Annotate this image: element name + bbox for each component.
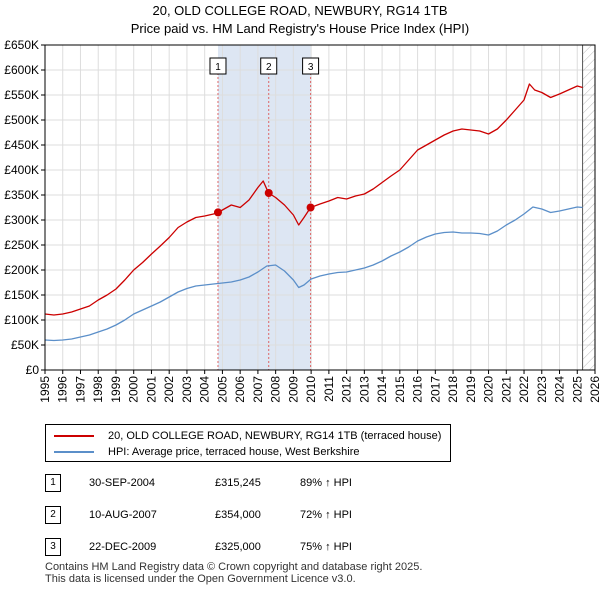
sale-marker-label: 1 bbox=[215, 62, 221, 73]
x-tick-label: 2011 bbox=[322, 376, 336, 402]
y-tick-label: £400K bbox=[4, 163, 39, 177]
sale-hpi-change: 75% ↑ HPI bbox=[300, 541, 352, 553]
sale-marker-label: 3 bbox=[308, 62, 314, 73]
chart-subtitle: Price paid vs. HM Land Registry's House … bbox=[130, 21, 470, 36]
y-tick-label: £600K bbox=[4, 63, 39, 77]
x-tick-label: 2013 bbox=[357, 376, 371, 403]
y-tick-label: £300K bbox=[4, 213, 39, 227]
y-tick-label: £0 bbox=[26, 363, 40, 377]
footer: Contains HM Land Registry data © Crown c… bbox=[45, 561, 422, 585]
y-tick-label: £650K bbox=[4, 38, 39, 52]
sale-marker-box bbox=[260, 57, 278, 75]
x-tick-label: 2023 bbox=[535, 376, 549, 403]
sale-marker-badge: 3 bbox=[45, 538, 61, 556]
x-tick-label: 2003 bbox=[180, 376, 194, 403]
x-tick-label: 1995 bbox=[38, 376, 52, 403]
legend-label-property: 20, OLD COLLEGE ROAD, NEWBURY, RG14 1TB … bbox=[108, 430, 442, 442]
plot-frame bbox=[44, 44, 596, 371]
sale-marker-badge: 1 bbox=[45, 474, 61, 492]
y-tick-label: £350K bbox=[4, 188, 39, 202]
table-row: 3 22-DEC-2009 £325,000 75% ↑ HPI bbox=[45, 538, 585, 558]
sale-price: £354,000 bbox=[215, 509, 261, 521]
x-tick-label: 2022 bbox=[517, 376, 531, 403]
sale-date: 30-SEP-2004 bbox=[89, 477, 156, 489]
plot-background bbox=[45, 45, 595, 370]
x-tick-label: 2002 bbox=[162, 376, 176, 403]
future-hatch bbox=[582, 45, 595, 370]
x-tick-label: 2014 bbox=[375, 376, 389, 403]
table-row: 1 30-SEP-2004 £315,245 89% ↑ HPI bbox=[45, 474, 585, 494]
y-tick-label: £100K bbox=[4, 313, 39, 327]
x-tick-label: 2024 bbox=[553, 376, 567, 403]
x-tick-label: 1998 bbox=[91, 376, 105, 403]
legend: 20, OLD COLLEGE ROAD, NEWBURY, RG14 1TB … bbox=[45, 424, 451, 462]
x-tick-label: 2026 bbox=[588, 376, 600, 403]
x-tick-label: 2007 bbox=[251, 376, 265, 403]
x-tick-label: 2015 bbox=[393, 376, 407, 403]
x-tick-label: 1996 bbox=[56, 376, 70, 403]
footer-license: This data is licensed under the Open Gov… bbox=[45, 573, 356, 585]
hpi-line bbox=[44, 206, 583, 342]
y-tick-label: £200K bbox=[4, 263, 39, 277]
sale-marker-badge: 2 bbox=[45, 506, 61, 524]
chart-title: 20, OLD COLLEGE ROAD, NEWBURY, RG14 1TB bbox=[152, 3, 448, 18]
x-tick-label: 2010 bbox=[304, 376, 318, 403]
x-tick-label: 2019 bbox=[464, 376, 478, 403]
sale-point bbox=[306, 203, 315, 212]
sale-point bbox=[213, 208, 222, 217]
y-tick-label: £500K bbox=[4, 113, 39, 127]
x-tick-label: 2001 bbox=[144, 376, 158, 403]
sale-price: £325,000 bbox=[215, 541, 261, 553]
x-tick-label: 2020 bbox=[482, 376, 496, 403]
y-tick-label: £550K bbox=[4, 88, 39, 102]
sale-date: 22-DEC-2009 bbox=[89, 541, 157, 553]
sale-marker-label: 2 bbox=[266, 62, 272, 73]
legend-item-property: 20, OLD COLLEGE ROAD, NEWBURY, RG14 1TB … bbox=[54, 428, 441, 444]
sale-date: 10-AUG-2007 bbox=[89, 509, 157, 521]
x-tick-label: 2021 bbox=[499, 376, 513, 403]
x-tick-label: 2025 bbox=[570, 376, 584, 403]
legend-label-hpi: HPI: Average price, terraced house, West… bbox=[108, 446, 360, 458]
sale-marker-box bbox=[302, 57, 320, 75]
y-tick-label: £250K bbox=[4, 238, 39, 252]
table-row: 2 10-AUG-2007 £354,000 72% ↑ HPI bbox=[45, 506, 585, 526]
legend-swatch-hpi bbox=[54, 451, 94, 453]
sale-hpi-change: 72% ↑ HPI bbox=[300, 509, 352, 521]
x-tick-label: 2004 bbox=[198, 376, 212, 403]
footer-copyright: Contains HM Land Registry data © Crown c… bbox=[45, 561, 423, 573]
x-tick-label: 2016 bbox=[411, 376, 425, 403]
sale-hpi-change: 89% ↑ HPI bbox=[300, 477, 352, 489]
highlight-band bbox=[217, 45, 311, 370]
x-tick-label: 2012 bbox=[340, 376, 354, 403]
x-tick-label: 2008 bbox=[269, 376, 283, 403]
legend-item-hpi: HPI: Average price, terraced house, West… bbox=[54, 444, 360, 460]
property-price-line bbox=[44, 83, 583, 316]
y-tick-label: £50K bbox=[11, 338, 39, 352]
x-tick-label: 2005 bbox=[215, 376, 229, 403]
price-chart: 1 2 3 £0 £50K £100K £150K £200K £250K £300K £350K… bbox=[4, 38, 600, 403]
sale-price: £315,245 bbox=[215, 477, 261, 489]
x-tick-label: 2000 bbox=[127, 376, 141, 403]
sale-marker-box bbox=[209, 57, 227, 75]
y-tick-label: £150K bbox=[4, 288, 39, 302]
x-tick-label: 2009 bbox=[286, 376, 300, 403]
x-tick-label: 2018 bbox=[446, 376, 460, 403]
x-tick-label: 2017 bbox=[428, 376, 442, 403]
y-tick-label: £450K bbox=[4, 138, 39, 152]
legend-swatch-property bbox=[54, 435, 94, 437]
x-tick-label: 1997 bbox=[73, 376, 87, 403]
x-tick-label: 1999 bbox=[109, 376, 123, 403]
x-tick-label: 2006 bbox=[233, 376, 247, 403]
sale-point bbox=[264, 189, 273, 197]
